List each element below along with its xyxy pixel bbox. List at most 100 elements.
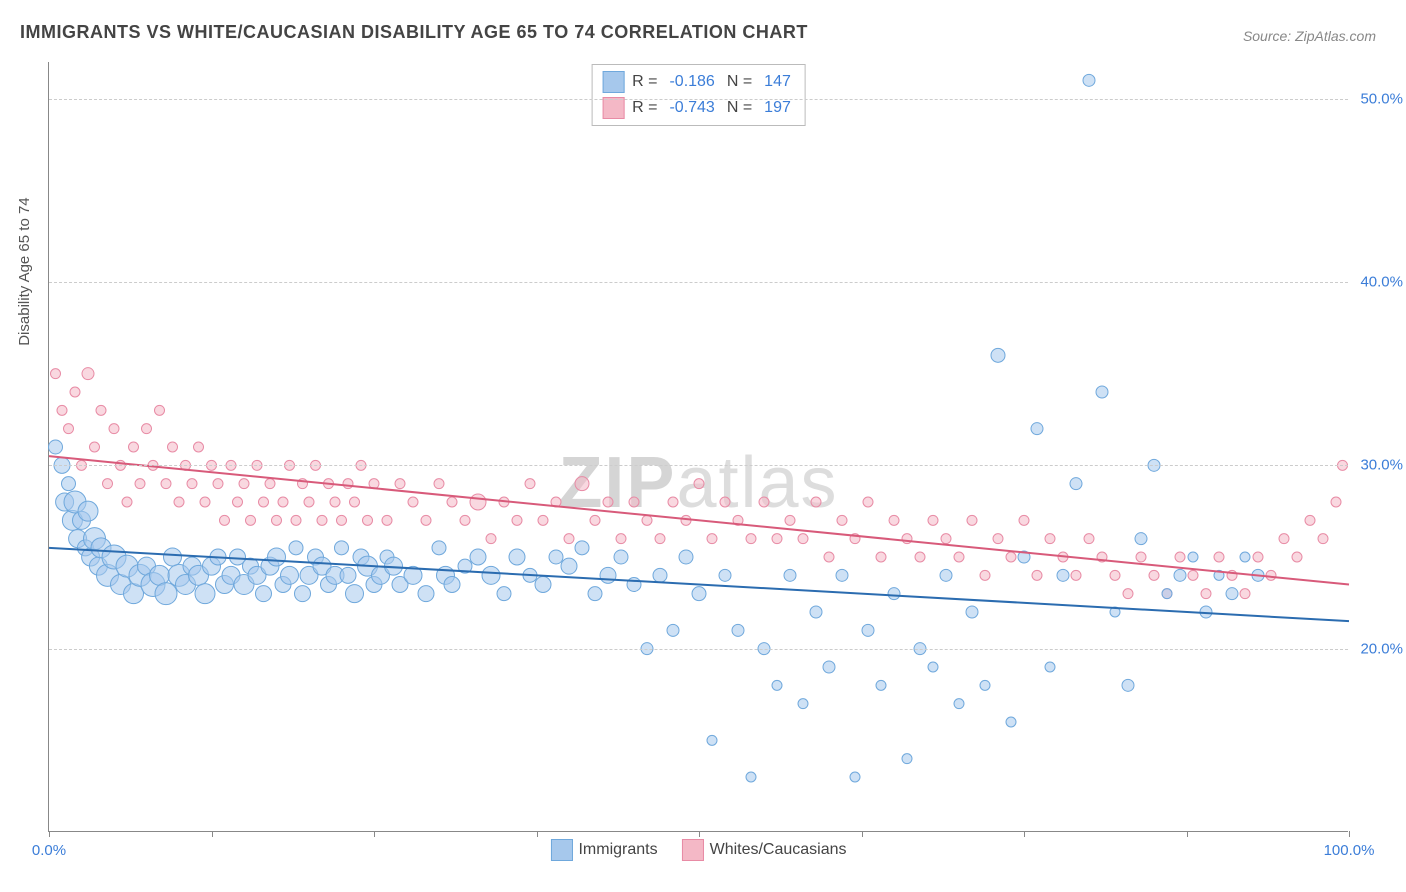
scatter-point (590, 515, 600, 525)
scatter-point (497, 587, 511, 601)
scatter-point (343, 479, 353, 489)
scatter-point (291, 515, 301, 525)
scatter-point (823, 661, 835, 673)
scatter-point (719, 569, 731, 581)
scatter-point (155, 583, 177, 605)
scatter-point (62, 477, 76, 491)
scatter-point (1266, 570, 1276, 580)
chart-title: IMMIGRANTS VS WHITE/CAUCASIAN DISABILITY… (20, 22, 808, 43)
scatter-point (564, 534, 574, 544)
y-axis-title: Disability Age 65 to 74 (16, 197, 33, 345)
x-tick (49, 831, 50, 837)
scatter-point (772, 534, 782, 544)
scatter-point (1149, 570, 1159, 580)
scatter-point (1162, 589, 1172, 599)
scatter-point (575, 477, 589, 491)
gridline (49, 99, 1348, 100)
x-tick (537, 831, 538, 837)
scatter-point (239, 479, 249, 489)
scatter-point (941, 534, 951, 544)
legend-label: Immigrants (578, 841, 657, 859)
scatter-point (444, 577, 460, 593)
scatter-point (600, 567, 616, 583)
scatter-point (954, 699, 964, 709)
scatter-point (272, 515, 282, 525)
scatter-point (967, 515, 977, 525)
scatter-point (408, 497, 418, 507)
scatter-point (785, 515, 795, 525)
scatter-point (1084, 534, 1094, 544)
scatter-point (482, 566, 500, 584)
scatter-point (161, 479, 171, 489)
scatter-point (1331, 497, 1341, 507)
scatter-point (588, 587, 602, 601)
scatter-point (96, 405, 106, 415)
scatter-point (78, 501, 98, 521)
scatter-point (1123, 589, 1133, 599)
scatter-point (335, 541, 349, 555)
scatter-point (1188, 570, 1198, 580)
scatter-point (707, 735, 717, 745)
scatter-point (1292, 552, 1302, 562)
y-tick-label: 50.0% (1360, 90, 1403, 107)
scatter-point (629, 497, 639, 507)
scatter-point (1006, 717, 1016, 727)
scatter-point (168, 442, 178, 452)
scatter-point (268, 548, 286, 566)
scatter-point (810, 606, 822, 618)
legend-swatch-icon (682, 839, 704, 861)
scatter-point (1226, 588, 1238, 600)
y-tick-label: 40.0% (1360, 274, 1403, 291)
scatter-point (195, 584, 215, 604)
scatter-point (194, 442, 204, 452)
scatter-point (915, 552, 925, 562)
scatter-point (418, 586, 434, 602)
scatter-point (82, 368, 94, 380)
legend-n-label: N = (727, 73, 752, 91)
scatter-point (538, 515, 548, 525)
scatter-point (330, 497, 340, 507)
y-tick-label: 20.0% (1360, 640, 1403, 657)
scatter-point (902, 754, 912, 764)
scatter-point (1019, 515, 1029, 525)
scatter-point (561, 558, 577, 574)
scatter-point (940, 569, 952, 581)
legend-item-whites: Whites/Caucasians (682, 839, 847, 861)
scatter-point (1174, 569, 1186, 581)
scatter-point (525, 479, 535, 489)
legend-swatch-immigrants (602, 71, 624, 93)
scatter-point (876, 552, 886, 562)
scatter-point (363, 515, 373, 525)
x-tick (1349, 831, 1350, 837)
scatter-point (692, 587, 706, 601)
scatter-point (837, 515, 847, 525)
scatter-point (103, 479, 113, 489)
legend-n-label: N = (727, 99, 752, 117)
scatter-point (109, 424, 119, 434)
scatter-point (1032, 570, 1042, 580)
x-tick-label: 100.0% (1324, 842, 1375, 859)
scatter-point (1175, 552, 1185, 562)
scatter-point (187, 479, 197, 489)
scatter-point (720, 497, 730, 507)
scatter-point (1136, 552, 1146, 562)
scatter-point (460, 515, 470, 525)
scatter-point (1240, 589, 1250, 599)
scatter-point (993, 534, 1003, 544)
scatter-point (432, 541, 446, 555)
scatter-point (346, 585, 364, 603)
scatter-point (281, 566, 299, 584)
scatter-point (509, 549, 525, 565)
scatter-point (836, 569, 848, 581)
scatter-point (155, 405, 165, 415)
scatter-point (966, 606, 978, 618)
scatter-point (1006, 552, 1016, 562)
scatter-point (135, 479, 145, 489)
scatter-point (655, 534, 665, 544)
scatter-point (142, 424, 152, 434)
scatter-point (1188, 552, 1198, 562)
scatter-point (928, 515, 938, 525)
scatter-point (278, 497, 288, 507)
scatter-point (317, 515, 327, 525)
scatter-point (1135, 533, 1147, 545)
